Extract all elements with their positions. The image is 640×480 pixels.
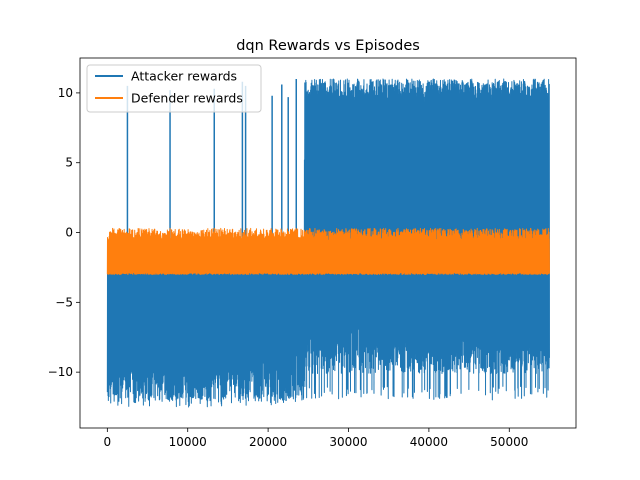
x-tick-label: 10000	[169, 435, 207, 449]
x-tick-label: 0	[104, 435, 112, 449]
y-tick-label: 5	[65, 156, 73, 170]
x-tick-label: 40000	[410, 435, 448, 449]
legend: Attacker rewards Defender rewards	[86, 64, 262, 113]
y-axis: −10 −5 0 5 10	[48, 86, 80, 379]
x-tick-label: 30000	[329, 435, 367, 449]
series-layer	[106, 78, 550, 408]
defender-rewards-line	[106, 227, 550, 275]
chart-title: dqn Rewards vs Episodes	[236, 38, 420, 54]
attacker-rewards-line	[106, 78, 550, 408]
plot-frame	[79, 57, 577, 429]
y-tick-label: −5	[55, 295, 73, 309]
y-tick-label: −10	[48, 365, 73, 379]
x-tick-label: 20000	[249, 435, 287, 449]
legend-defender-label: Defender rewards	[131, 91, 243, 106]
y-tick-label: 0	[65, 226, 73, 240]
y-tick-label: 10	[58, 86, 73, 100]
legend-attacker-label: Attacker rewards	[131, 69, 237, 84]
x-tick-label: 50000	[490, 435, 528, 449]
x-axis: 0 10000 20000 30000 40000 50000	[104, 428, 528, 449]
legend-box	[86, 64, 262, 113]
